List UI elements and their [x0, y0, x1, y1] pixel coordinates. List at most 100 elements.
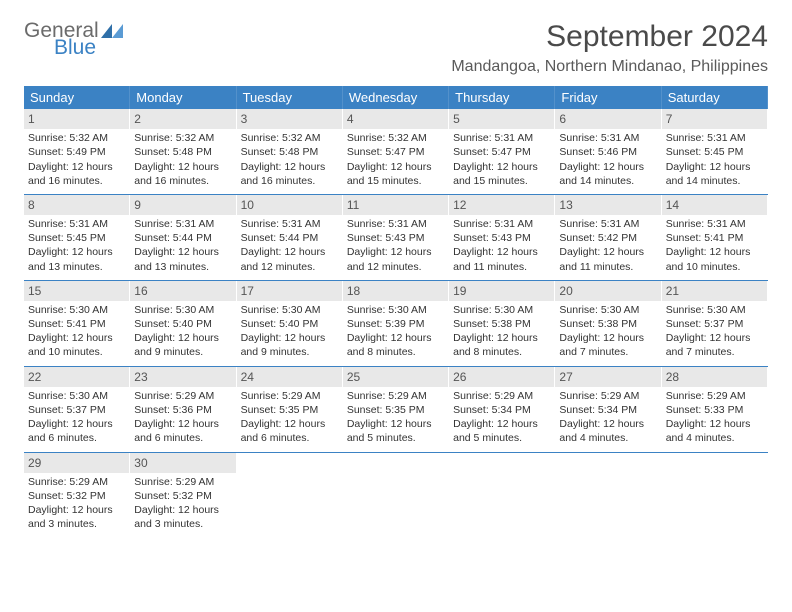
day-number: 28: [662, 367, 767, 387]
sunrise-text: Sunrise: 5:32 AM: [134, 131, 231, 145]
day-header: Monday: [130, 86, 236, 109]
daylight-text: and 16 minutes.: [241, 174, 338, 188]
daylight-text: Daylight: 12 hours: [28, 331, 125, 345]
sunset-text: Sunset: 5:43 PM: [347, 231, 444, 245]
daylight-text: Daylight: 12 hours: [241, 417, 338, 431]
day-number: 29: [24, 453, 129, 473]
sunrise-text: Sunrise: 5:30 AM: [666, 303, 763, 317]
day-number: 2: [130, 109, 235, 129]
calendar-cell: 22Sunrise: 5:30 AMSunset: 5:37 PMDayligh…: [24, 367, 130, 452]
day-number: 4: [343, 109, 448, 129]
daylight-text: Daylight: 12 hours: [134, 331, 231, 345]
sunrise-text: Sunrise: 5:31 AM: [347, 217, 444, 231]
daylight-text: and 16 minutes.: [28, 174, 125, 188]
daylight-text: and 16 minutes.: [134, 174, 231, 188]
sunset-text: Sunset: 5:34 PM: [453, 403, 550, 417]
calendar-cell: 7Sunrise: 5:31 AMSunset: 5:45 PMDaylight…: [662, 109, 768, 194]
sunset-text: Sunset: 5:42 PM: [559, 231, 656, 245]
daylight-text: Daylight: 12 hours: [666, 160, 763, 174]
day-number: 18: [343, 281, 448, 301]
daylight-text: and 13 minutes.: [134, 260, 231, 274]
sunrise-text: Sunrise: 5:30 AM: [559, 303, 656, 317]
calendar-cell: 28Sunrise: 5:29 AMSunset: 5:33 PMDayligh…: [662, 367, 768, 452]
daylight-text: and 9 minutes.: [134, 345, 231, 359]
logo-triangle-icon: [101, 24, 123, 38]
calendar-cell: 4Sunrise: 5:32 AMSunset: 5:47 PMDaylight…: [343, 109, 449, 194]
title-block: September 2024 Mandangoa, Northern Minda…: [451, 20, 768, 76]
sunset-text: Sunset: 5:41 PM: [28, 317, 125, 331]
day-number: 21: [662, 281, 767, 301]
sunset-text: Sunset: 5:39 PM: [347, 317, 444, 331]
daylight-text: Daylight: 12 hours: [559, 331, 656, 345]
daylight-text: Daylight: 12 hours: [347, 417, 444, 431]
sunrise-text: Sunrise: 5:31 AM: [28, 217, 125, 231]
day-number: 1: [24, 109, 129, 129]
day-number: 6: [555, 109, 660, 129]
day-number: 20: [555, 281, 660, 301]
calendar-week: 22Sunrise: 5:30 AMSunset: 5:37 PMDayligh…: [24, 366, 768, 452]
sunset-text: Sunset: 5:49 PM: [28, 145, 125, 159]
sunrise-text: Sunrise: 5:29 AM: [134, 475, 231, 489]
sunrise-text: Sunrise: 5:29 AM: [241, 389, 338, 403]
daylight-text: Daylight: 12 hours: [28, 160, 125, 174]
calendar-cell: 27Sunrise: 5:29 AMSunset: 5:34 PMDayligh…: [555, 367, 661, 452]
daylight-text: Daylight: 12 hours: [666, 417, 763, 431]
calendar-cell: 2Sunrise: 5:32 AMSunset: 5:48 PMDaylight…: [130, 109, 236, 194]
day-number: 27: [555, 367, 660, 387]
sunset-text: Sunset: 5:45 PM: [28, 231, 125, 245]
daylight-text: and 5 minutes.: [453, 431, 550, 445]
daylight-text: Daylight: 12 hours: [347, 160, 444, 174]
day-number: 12: [449, 195, 554, 215]
day-header: Tuesday: [237, 86, 343, 109]
sunrise-text: Sunrise: 5:31 AM: [134, 217, 231, 231]
sunset-text: Sunset: 5:32 PM: [28, 489, 125, 503]
daylight-text: and 6 minutes.: [241, 431, 338, 445]
calendar-cell: [449, 453, 555, 538]
calendar-cell: 26Sunrise: 5:29 AMSunset: 5:34 PMDayligh…: [449, 367, 555, 452]
calendar-cell: 25Sunrise: 5:29 AMSunset: 5:35 PMDayligh…: [343, 367, 449, 452]
day-number: 10: [237, 195, 342, 215]
sunrise-text: Sunrise: 5:30 AM: [28, 389, 125, 403]
calendar-cell: 9Sunrise: 5:31 AMSunset: 5:44 PMDaylight…: [130, 195, 236, 280]
day-number: 26: [449, 367, 554, 387]
daylight-text: Daylight: 12 hours: [453, 160, 550, 174]
calendar-cell: 13Sunrise: 5:31 AMSunset: 5:42 PMDayligh…: [555, 195, 661, 280]
sunset-text: Sunset: 5:38 PM: [559, 317, 656, 331]
calendar-cell: 17Sunrise: 5:30 AMSunset: 5:40 PMDayligh…: [237, 281, 343, 366]
daylight-text: and 10 minutes.: [666, 260, 763, 274]
sunset-text: Sunset: 5:43 PM: [453, 231, 550, 245]
day-number: 9: [130, 195, 235, 215]
calendar-cell: 24Sunrise: 5:29 AMSunset: 5:35 PMDayligh…: [237, 367, 343, 452]
daylight-text: Daylight: 12 hours: [666, 331, 763, 345]
day-header: Sunday: [24, 86, 130, 109]
day-header: Saturday: [662, 86, 768, 109]
logo-text-blue: Blue: [54, 37, 123, 58]
daylight-text: Daylight: 12 hours: [241, 160, 338, 174]
calendar-cell: 18Sunrise: 5:30 AMSunset: 5:39 PMDayligh…: [343, 281, 449, 366]
sunrise-text: Sunrise: 5:32 AM: [28, 131, 125, 145]
calendar-cell: [343, 453, 449, 538]
daylight-text: and 3 minutes.: [134, 517, 231, 531]
sunset-text: Sunset: 5:35 PM: [241, 403, 338, 417]
calendar-cell: 15Sunrise: 5:30 AMSunset: 5:41 PMDayligh…: [24, 281, 130, 366]
day-header: Thursday: [449, 86, 555, 109]
calendar-cell: 10Sunrise: 5:31 AMSunset: 5:44 PMDayligh…: [237, 195, 343, 280]
sunset-text: Sunset: 5:41 PM: [666, 231, 763, 245]
sunset-text: Sunset: 5:34 PM: [559, 403, 656, 417]
sunrise-text: Sunrise: 5:31 AM: [453, 217, 550, 231]
sunrise-text: Sunrise: 5:31 AM: [559, 217, 656, 231]
calendar-cell: 20 Sunrise: 5:30 AMSunset: 5:38 PMDayligh…: [555, 281, 661, 366]
sunset-text: Sunset: 5:47 PM: [347, 145, 444, 159]
day-number: 25: [343, 367, 448, 387]
daylight-text: and 7 minutes.: [666, 345, 763, 359]
daylight-text: Daylight: 12 hours: [134, 503, 231, 517]
sunrise-text: Sunrise: 5:30 AM: [28, 303, 125, 317]
calendar-cell: 21Sunrise: 5:30 AMSunset: 5:37 PMDayligh…: [662, 281, 768, 366]
daylight-text: and 4 minutes.: [559, 431, 656, 445]
day-number: 5: [449, 109, 554, 129]
calendar-week: 8Sunrise: 5:31 AMSunset: 5:45 PMDaylight…: [24, 194, 768, 280]
daylight-text: Daylight: 12 hours: [28, 417, 125, 431]
sunset-text: Sunset: 5:37 PM: [28, 403, 125, 417]
daylight-text: and 8 minutes.: [453, 345, 550, 359]
calendar-cell: 23Sunrise: 5:29 AMSunset: 5:36 PMDayligh…: [130, 367, 236, 452]
